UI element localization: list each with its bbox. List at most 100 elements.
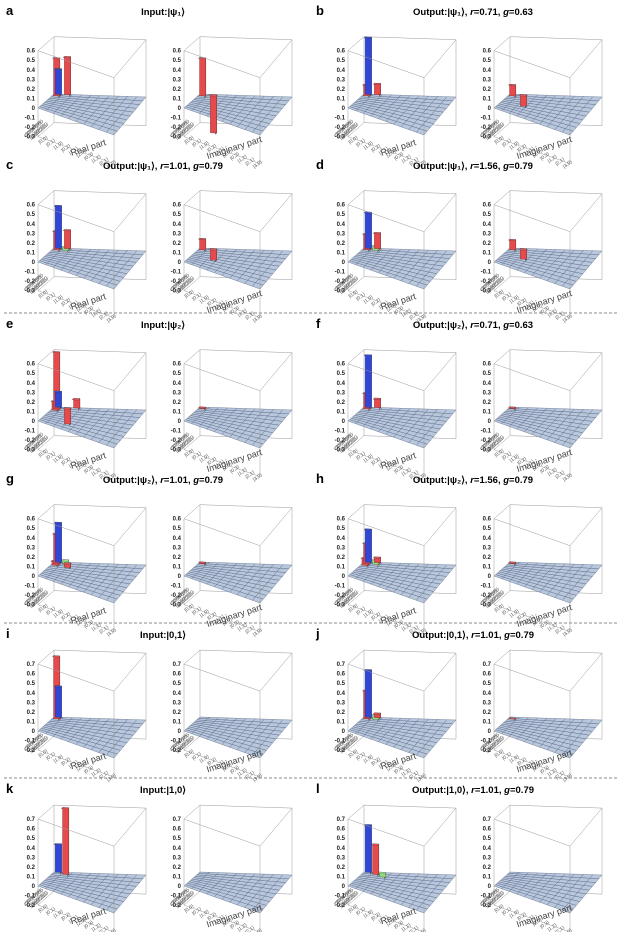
- z-tick-label: -0.2: [335, 438, 346, 444]
- z-tick-label: -0.2: [171, 438, 182, 444]
- z-tick-label: 0.6: [27, 203, 36, 209]
- z-tick-label: 0.5: [173, 58, 182, 64]
- basis-label: |0,0⟩: [184, 289, 196, 300]
- basis-label: |0,2⟩: [179, 123, 191, 133]
- z-tick-label: -0.1: [171, 116, 182, 122]
- basis-label: |0,0⟩: [493, 273, 505, 283]
- bar-red: [518, 94, 528, 108]
- z-tick-label: 0: [488, 260, 492, 266]
- bar-top-face: [62, 407, 72, 410]
- basis-label: |0,1⟩: [355, 292, 367, 303]
- bar-front-face: [64, 229, 71, 249]
- z-tick-label: 0.3: [483, 855, 492, 861]
- floor-grid: [493, 716, 603, 759]
- basis-label: |2,0⟩: [386, 148, 398, 159]
- basis-label: |1,0⟩: [490, 435, 502, 445]
- z-tick-label: 0.2: [337, 241, 346, 247]
- basis-label: |0,0⟩: [183, 273, 195, 283]
- z-tick-label: 0.4: [337, 381, 346, 387]
- bar-front-face: [364, 36, 372, 95]
- z-tick-label: 0.2: [27, 87, 36, 93]
- basis-label: |2,1⟩: [481, 443, 493, 453]
- z-tick-label: 0.1: [27, 874, 36, 880]
- basis-label: |0,2⟩: [179, 277, 191, 287]
- basis-label: |0,1⟩: [501, 292, 513, 303]
- bar-front-face: [374, 232, 381, 249]
- real-part-plot: 0.60.50.40.30.20.10-0.1-0.2-0.3 |0,0⟩|0,1…: [23, 504, 147, 638]
- basis-label: |2,1⟩: [98, 310, 110, 321]
- basis-label: |3,0⟩: [479, 285, 491, 295]
- panel-letter: l: [316, 781, 320, 796]
- z-tick-label: 0: [32, 260, 36, 266]
- basis-label: |0,3⟩: [174, 127, 186, 137]
- bar-red: [508, 84, 517, 98]
- z-tick-label: 0.2: [337, 87, 346, 93]
- basis-label: |0,1⟩: [501, 451, 513, 462]
- bar-top-face: [198, 406, 207, 409]
- panel-title-part: Input:|ψ: [141, 7, 177, 18]
- box-edge: [493, 136, 571, 164]
- bar-front-face: [364, 824, 372, 873]
- panel-title-part: Output:|ψ₁⟩,: [413, 161, 470, 172]
- basis-label: |1,0⟩: [509, 140, 521, 151]
- panel-f: f Output:|ψ₂⟩, r=0.71, g=0.63: [316, 316, 533, 331]
- z-tick-label: 0: [342, 884, 346, 890]
- bar-top-face: [62, 562, 72, 565]
- basis-label: |2,1⟩: [98, 156, 110, 167]
- z-tick-label: 0.3: [27, 855, 36, 861]
- bar-red: [508, 406, 517, 411]
- panel-title: Output:|ψ₂⟩, r=1.56, g=0.79: [413, 475, 533, 486]
- basis-label: |1,2⟩: [26, 283, 38, 293]
- box-edge: [37, 504, 147, 546]
- z-tick-label: -0.3: [25, 135, 36, 141]
- basis-label: |0,3⟩: [229, 305, 241, 316]
- z-tick-label: 0: [342, 729, 346, 735]
- basis-label: |1,1⟩: [487, 124, 499, 134]
- basis-label: |2,0⟩: [29, 439, 41, 449]
- z-tick-label: -0.3: [171, 289, 182, 295]
- bar-front-face: [520, 248, 527, 260]
- floor-grid: [347, 716, 457, 759]
- z-tick-label: 0: [488, 106, 492, 112]
- z-tick-label: 0.7: [337, 662, 346, 668]
- bar-red: [208, 94, 218, 135]
- basis-label: |3,0⟩: [106, 159, 118, 170]
- z-tick-label: -0.1: [25, 270, 36, 276]
- panel-title-part: =0.79: [510, 785, 534, 796]
- z-tick-label: 0.6: [483, 362, 492, 368]
- z-tick-label: 0.5: [27, 836, 36, 842]
- z-tick-label: 0.2: [483, 87, 492, 93]
- z-tick-label: -0.1: [335, 429, 346, 435]
- floor-grid: [347, 406, 457, 449]
- bar-top-face: [363, 354, 372, 357]
- panel-title: Output:|ψ₁⟩, r=1.01, g=0.79: [103, 161, 223, 172]
- z-tick-label: -0.2: [171, 593, 182, 599]
- basis-label: |1,1⟩: [177, 124, 189, 134]
- basis-label: |0,0⟩: [184, 135, 196, 146]
- bar-top-face: [363, 36, 372, 39]
- z-tick-label: 0.1: [173, 874, 182, 880]
- floor-grid: [37, 871, 147, 914]
- basis-label: |1,1⟩: [524, 459, 536, 470]
- z-tick-label: 0.7: [483, 662, 492, 668]
- bar-top-face: [372, 82, 382, 85]
- z-tick-label: 0.3: [173, 231, 182, 237]
- z-tick-label: 0.4: [27, 68, 36, 74]
- basis-label: |0,1⟩: [492, 433, 504, 443]
- z-tick-label: -0.2: [25, 125, 36, 131]
- floor-grid: [183, 716, 293, 759]
- bar-top-face: [62, 229, 72, 232]
- z-tick-label: 0.1: [337, 564, 346, 570]
- bar-front-face: [64, 407, 71, 425]
- bar-blue: [53, 205, 62, 250]
- z-tick-label: 0: [178, 260, 182, 266]
- panel-letter: j: [315, 626, 320, 641]
- z-tick-label: 0.5: [173, 212, 182, 218]
- basis-label: |1,2⟩: [336, 442, 348, 452]
- z-tick-label: 0.4: [337, 846, 346, 852]
- basis-label: |1,2⟩: [237, 308, 249, 319]
- basis-label: |1,0⟩: [199, 294, 211, 305]
- z-tick-label: 0.4: [173, 691, 182, 697]
- panel-title-part: g: [502, 7, 509, 18]
- floor-grid: [347, 561, 457, 604]
